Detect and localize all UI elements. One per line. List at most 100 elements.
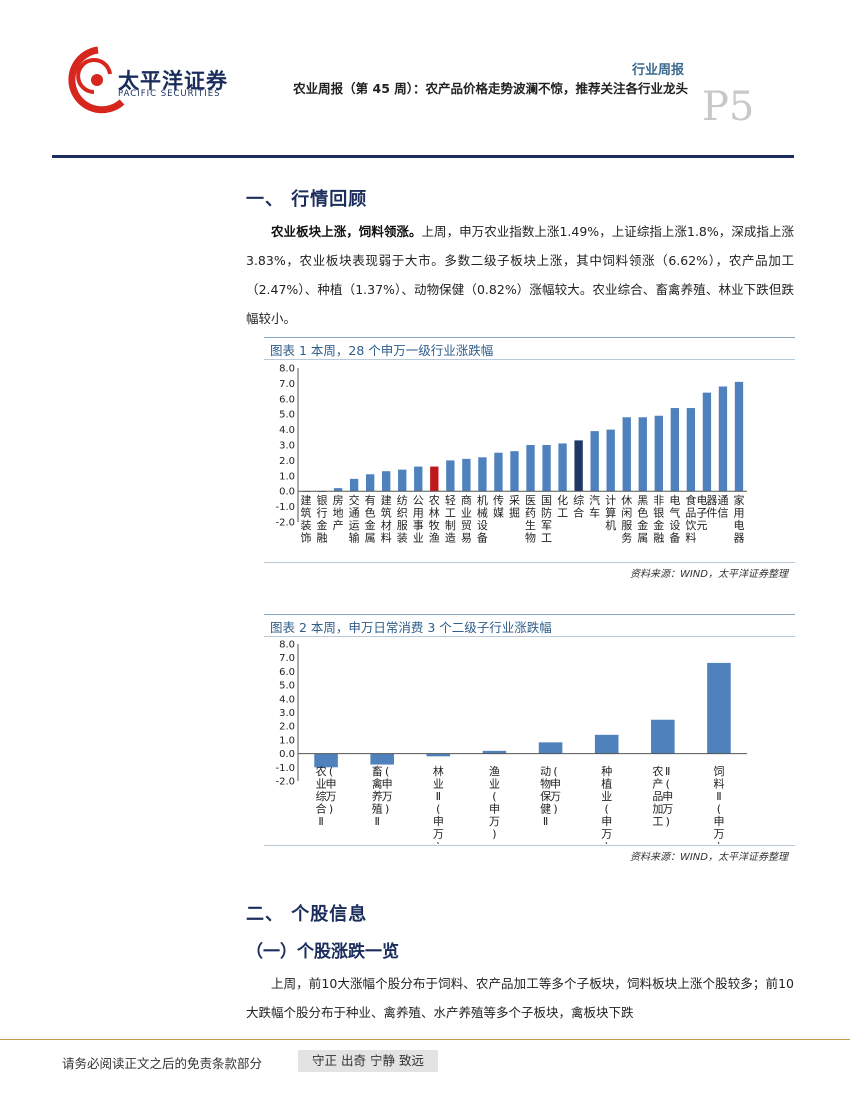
- figure2-bar-chart: 8.0 7.0 6.0 5.0 4.0 3.0 2.0 1.0 0.0 -1.0 -2.0 农业综合 Ⅱ…: [275, 640, 747, 844]
- chart1-bar: [638, 417, 647, 492]
- chart1-bar: [382, 471, 391, 492]
- chart1-bar: [702, 392, 712, 492]
- chart1-y-tick-label: 1.0: [279, 471, 295, 482]
- chart1-category-label: 交通运输: [349, 493, 360, 545]
- header-divider: [52, 155, 794, 158]
- section-heading-stock-info: 二、 个股信息: [246, 904, 368, 925]
- chart1-category-label: 房地产: [333, 494, 344, 532]
- chart2-category-label: 渔业(申万): [489, 765, 500, 841]
- logo-english-name: PACIFIC SECURITIES: [118, 89, 221, 99]
- chart1-bar: [542, 445, 551, 492]
- figure2-caption: 图表 2 本周，申万日常消费 3 个二级子行业涨跌幅: [270, 620, 552, 635]
- chart1-bar: [478, 457, 487, 492]
- chart1-y-tick-label: 6.0: [279, 394, 295, 405]
- chart1-bar: [558, 443, 567, 492]
- chart2-bar: [594, 734, 619, 754]
- pacific-securities-logo-mark: [68, 46, 125, 114]
- chart2-y-tick-label: 8.0: [279, 640, 295, 651]
- figure2-bottom-rule: [264, 845, 795, 846]
- chart2-bar: [314, 753, 338, 768]
- section-heading-market-review: 一、 行情回顾: [246, 189, 368, 210]
- chart1-category-label: 采掘: [509, 494, 520, 520]
- paragraph-body: 上周，申万农业指数上涨1.49%，上证综指上涨1.8%，深成指上涨3.83%，农…: [246, 224, 794, 326]
- chart2-bar: [482, 750, 507, 754]
- chart1-category-label: 商业贸易: [461, 493, 472, 545]
- chart1-y-tick-label: 3.0: [279, 441, 295, 452]
- chart1-bar: [606, 429, 615, 492]
- chart1-bar: [333, 488, 343, 492]
- chart2-y-tick-label: 5.0: [279, 681, 295, 692]
- chart1-y-tick-label: -1.0: [275, 502, 295, 513]
- chart1-category-label: 电子元器件: [696, 494, 717, 532]
- market-review-paragraph: 农业板块上涨，饲料领涨。上周，申万农业指数上涨1.49%，上证综指上涨1.8%，…: [246, 217, 794, 333]
- chart1-bar: [574, 440, 583, 492]
- chart2-category-label: 种植业(申万): [601, 764, 612, 844]
- chart2-bar: [707, 662, 731, 754]
- chart2-category-label: 畜禽养殖 Ⅱ(申万): [372, 764, 393, 828]
- chart1-bar: [462, 458, 471, 492]
- chart1-y-tick-label: 8.0: [279, 364, 295, 375]
- figure1-source: 资料来源：WIND，太平洋证券整理: [629, 569, 788, 580]
- chart1-y-tick-label: 5.0: [279, 410, 295, 421]
- chart1-y-tick-label: 4.0: [279, 425, 295, 436]
- chart1-category-label: 家用电器: [733, 493, 744, 545]
- chart1-category-label: 机械设备: [477, 493, 488, 545]
- chart1-y-tick-label: 7.0: [279, 379, 295, 390]
- chart1-bar: [590, 431, 599, 492]
- chart2-y-tick-label: 6.0: [279, 667, 295, 678]
- chart1-category-label: 轻工制造: [445, 493, 456, 545]
- page-number: P5: [702, 84, 755, 130]
- chart1-y-tick-label: -2.0: [275, 518, 295, 529]
- chart1-category-label: 建筑装饰: [301, 493, 312, 545]
- chart2-category-label: 农产品加工Ⅱ (申万): [652, 764, 673, 828]
- logo-chinese-name: 太平洋证券: [118, 69, 228, 93]
- figure1-bottom-rule: [264, 562, 795, 563]
- chart1-category-label: 银行金融: [317, 493, 328, 545]
- chart2-y-tick-label: 0.0: [279, 749, 295, 760]
- report-category: 行业周报: [631, 63, 684, 78]
- figure1-caption-rule: [264, 359, 795, 360]
- chart1-bar: [622, 417, 631, 492]
- chart2-y-tick-label: 4.0: [279, 694, 295, 705]
- chart1-bar: [349, 478, 359, 492]
- report-title: 农业周报（第 45 周）：农产品价格走势波澜不惊，推荐关注各行业龙头: [293, 81, 688, 96]
- chart1-category-label: 建筑材料: [381, 493, 392, 545]
- chart1-bar: [365, 474, 375, 492]
- chart1-category-label: 国防军工: [541, 494, 552, 545]
- chart1-category-label: 纺织服装: [397, 493, 408, 545]
- figure2-top-rule: [264, 614, 795, 615]
- chart1-category-label: 计算机: [605, 494, 616, 532]
- figure1-bar-chart: 8.0 7.0 6.0 5.0 4.0 3.0 2.0 1.0 0.0 -1.0 -2.0 建筑装饰银…: [275, 364, 747, 545]
- figure1-top-rule: [264, 337, 795, 338]
- figure1-caption: 图表 1 本周，28 个申万一级行业涨跌幅: [270, 343, 494, 358]
- chart1-bar: [526, 445, 535, 492]
- chart1-category-label: 医药生物: [525, 494, 536, 545]
- chart1-category-label: 电气设备: [669, 494, 680, 545]
- chart1-category-label: 综合: [573, 493, 584, 520]
- chart2-y-tick-label: 3.0: [279, 708, 295, 719]
- chart1-bar: [686, 408, 696, 492]
- footer-divider: [0, 1039, 850, 1040]
- figure2-source: 资料来源：WIND，太平洋证券整理: [629, 852, 788, 863]
- chart2-y-tick-label: 7.0: [279, 653, 295, 664]
- chart1-category-label: 公用事业: [413, 494, 424, 545]
- chart1-y-tick-label: 2.0: [279, 456, 295, 467]
- chart1-bar: [734, 381, 744, 492]
- chart2-bar: [370, 753, 394, 765]
- chart1-bar: [430, 466, 439, 492]
- chart1-bar: [510, 451, 519, 492]
- chart1-category-label: 农林牧渔: [429, 493, 440, 545]
- chart1-category-label: 休闲服务: [621, 494, 632, 545]
- chart1-category-label: 黑色金属: [637, 494, 648, 545]
- chart2-category-label: 动物保健 Ⅱ(申万): [540, 765, 561, 828]
- footer-slogan: 守正 出奇 宁静 致远: [298, 1050, 438, 1072]
- chart1-bar: [446, 460, 455, 492]
- paragraph-lead: 农业板块上涨，饲料领涨。: [271, 224, 422, 239]
- figure2-caption-rule: [264, 636, 795, 637]
- chart1-category-label: 有色金属: [365, 493, 376, 545]
- footer-disclaimer: 请务必阅读正文之后的免责条款部分: [62, 1056, 263, 1071]
- chart1-category-label: 非银金融: [653, 494, 664, 545]
- chart1-bar: [670, 408, 680, 492]
- chart2-bar: [426, 753, 451, 757]
